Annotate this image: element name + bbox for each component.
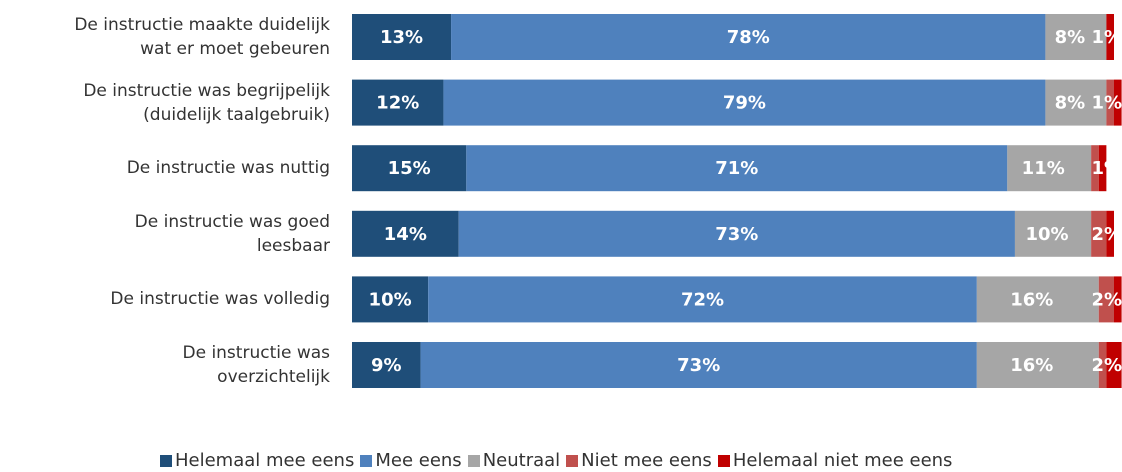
bar-segment (1045, 14, 1107, 60)
bar-segment (1106, 342, 1122, 388)
bar-segment (443, 79, 1046, 126)
category-label: De instructie was nuttig (126, 158, 330, 179)
bar-segment (1091, 145, 1099, 192)
legend-label: Neutraal (482, 450, 561, 471)
bar-segment (1114, 79, 1122, 126)
value-label: 8% (1055, 93, 1086, 114)
bar-segment (1007, 145, 1092, 192)
value-label: 14% (384, 224, 427, 245)
bar-segment (352, 210, 459, 257)
value-label: 13% (380, 27, 423, 48)
bar-segment (352, 79, 444, 126)
value-label: 2% (1091, 289, 1122, 310)
legend-item: Mee eens (360, 450, 462, 471)
bar-segment (466, 145, 1008, 192)
bar-segment (976, 276, 1099, 323)
legend-item: Helemaal niet mee eens (717, 450, 953, 471)
bar-segment (458, 210, 1015, 257)
value-label: 15% (388, 158, 431, 179)
legend-item: Helemaal mee eens (160, 450, 354, 471)
category-label: De instructie maakte duidelijk wat er mo… (74, 15, 330, 59)
bar-segment (352, 276, 429, 323)
legend-swatch (566, 454, 579, 467)
bar-segment (976, 342, 1099, 388)
bar-segment (352, 14, 452, 60)
bar-segment (1045, 79, 1107, 126)
legend-label: Mee eens (375, 450, 462, 471)
legend-label: Niet mee eens (581, 450, 712, 471)
value-label: 10% (369, 289, 412, 310)
legend-label: Helemaal mee eens (175, 450, 355, 471)
bar-segment (352, 342, 421, 388)
value-label: 10% (1025, 224, 1068, 245)
value-label: 16% (1010, 355, 1053, 376)
legend: Helemaal mee eens Mee eens Neutraal Niet me… (160, 450, 952, 471)
value-label: 78% (727, 27, 770, 48)
category-label: De instructie was overzichtelijk (182, 343, 330, 387)
value-label: 71% (715, 158, 758, 179)
legend-swatch (160, 454, 172, 467)
bar-segment (1106, 14, 1114, 60)
bar-segment (1014, 210, 1092, 257)
value-label: 2% (1091, 224, 1122, 245)
value-label: 73% (677, 355, 720, 376)
value-label: 1% (1091, 93, 1122, 114)
legend-label: Helemaal niet mee eens (732, 450, 953, 471)
bar-segment (1098, 276, 1114, 323)
value-label: 11% (1022, 158, 1065, 179)
bar-segment (1091, 210, 1107, 257)
bar-segment (1106, 210, 1114, 257)
value-label: 8% (1055, 27, 1086, 48)
bar-segment (451, 14, 1046, 60)
value-label: 72% (681, 289, 724, 310)
legend-swatch (360, 454, 373, 467)
bar-segment (352, 145, 467, 192)
value-label: 2% (1091, 355, 1122, 376)
bar-segment (420, 342, 977, 388)
bar-segment (1098, 342, 1107, 388)
bar-segment (1114, 276, 1122, 323)
value-label: 9% (371, 355, 402, 376)
value-label: 73% (715, 224, 758, 245)
legend-swatch (467, 454, 480, 467)
legend-item: Neutraal (467, 450, 561, 471)
bar-segment (428, 276, 977, 323)
category-label: De instructie was volledig (110, 289, 330, 310)
value-label: 79% (723, 93, 766, 114)
value-label: 12% (376, 93, 419, 114)
category-label: De instructie was begrijpelijk (duidelij… (83, 80, 330, 125)
value-label: 1% (1091, 158, 1122, 179)
category-label: De instructie was goed leesbaar (134, 211, 330, 256)
bar-segment (1098, 145, 1107, 192)
bar-segment (1106, 79, 1114, 126)
value-label: 1% (1091, 27, 1122, 48)
legend-item: Niet mee eens (566, 450, 712, 471)
value-label: 16% (1010, 289, 1053, 310)
legend-swatch (717, 454, 730, 467)
